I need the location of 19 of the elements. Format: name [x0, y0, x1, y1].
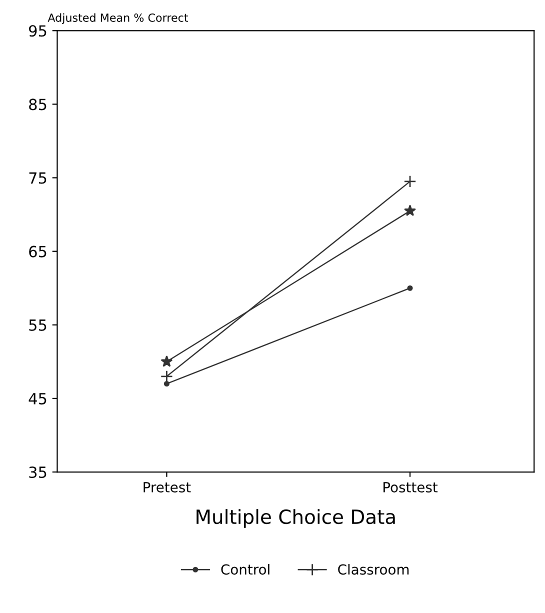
- y-tick-label: 65: [29, 246, 46, 258]
- y-tick-label: 95: [29, 25, 46, 37]
- y-tick-label: 55: [29, 320, 46, 331]
- x-axis-title: Multiple Choice Data: [196, 509, 395, 528]
- y-tick-label: 35: [29, 466, 46, 478]
- point: [164, 380, 170, 387]
- point: [160, 355, 173, 367]
- legend-label: Control: [221, 564, 270, 575]
- y-tick-label: 45: [28, 393, 46, 404]
- y-tick-label: 75: [29, 172, 46, 184]
- point: [407, 285, 413, 291]
- x-tick-label: Posttest: [384, 482, 438, 492]
- point: [160, 370, 173, 383]
- x-tick-label: Pretest: [144, 482, 191, 492]
- y-tick-label: 85: [29, 98, 46, 110]
- legend-label: Classroom: [338, 564, 409, 575]
- y-axis-title: Adjusted Mean % Correct: [48, 13, 188, 24]
- point: [404, 204, 416, 216]
- point: [404, 175, 416, 188]
